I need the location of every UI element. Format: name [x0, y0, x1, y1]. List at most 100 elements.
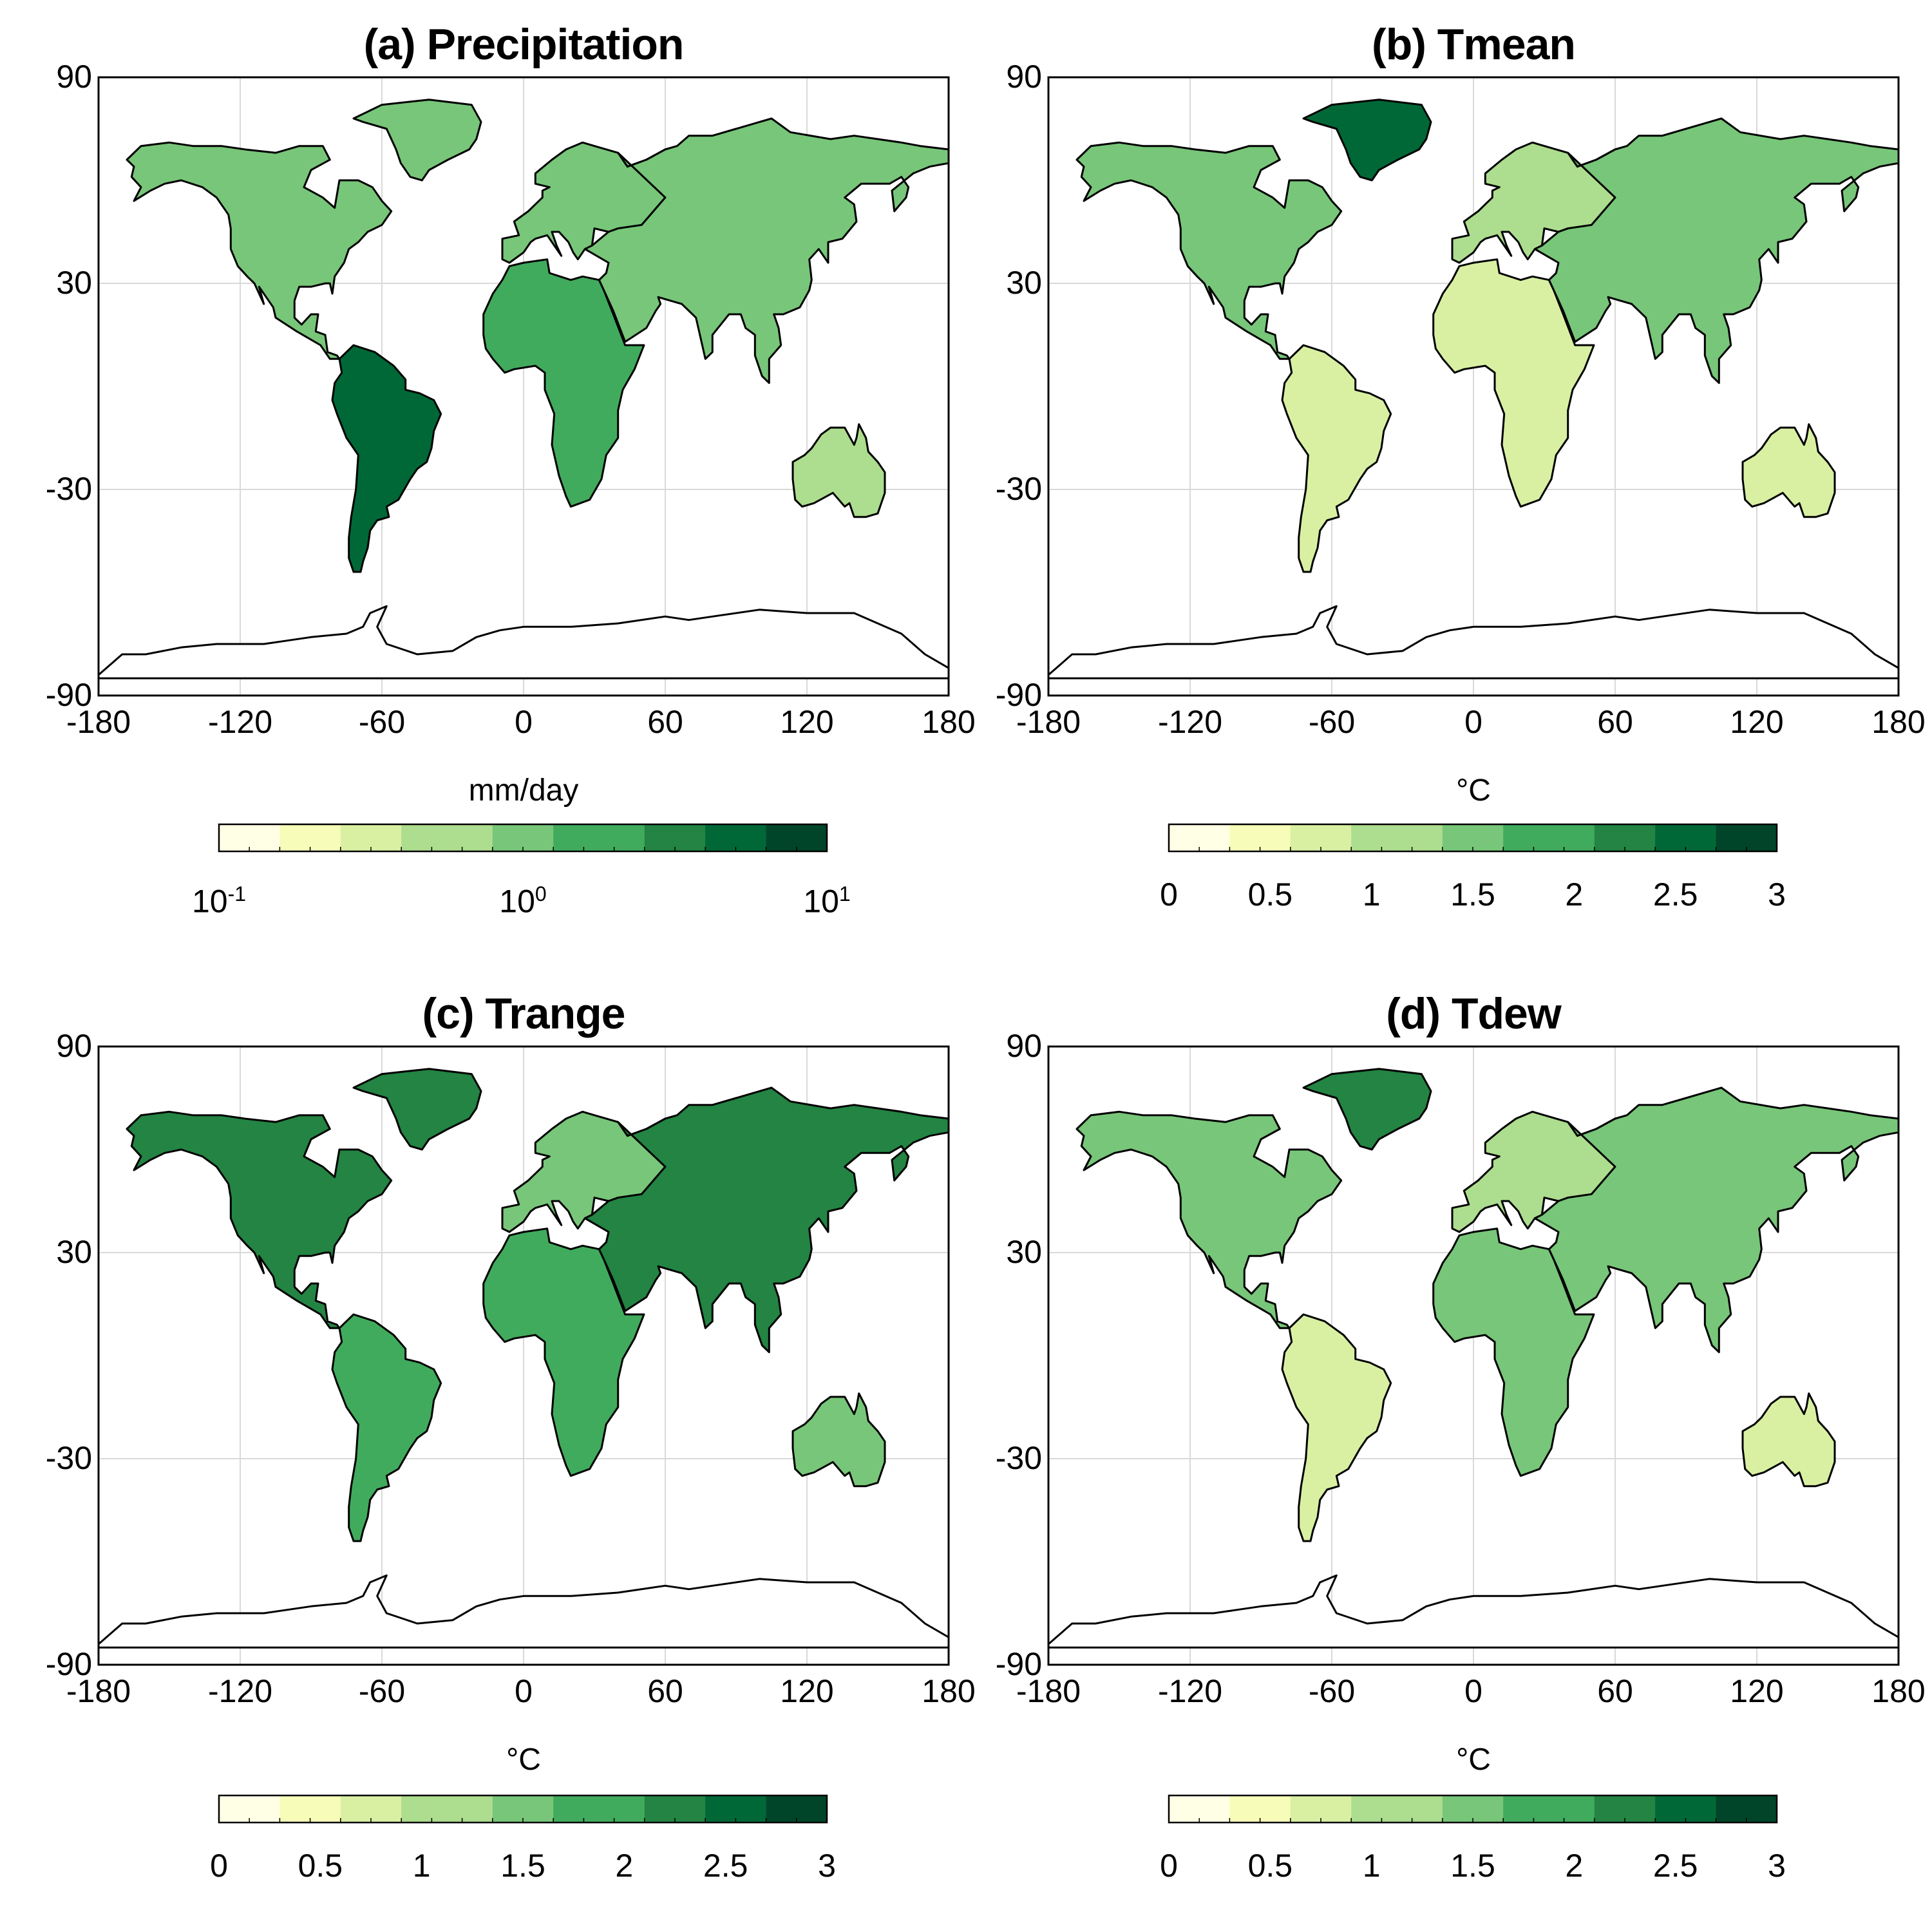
y-tick-label: -90: [995, 677, 1042, 713]
y-tick-label: -30: [995, 471, 1042, 507]
colorbar-segment: [1473, 1795, 1504, 1823]
y-tick-label: -30: [995, 1440, 1042, 1476]
x-tick-label: -180: [66, 1673, 131, 1709]
colorbar-segment: [1412, 824, 1443, 851]
plot-frame: [97, 1045, 950, 1666]
colorbar-segment: [1260, 824, 1291, 851]
colorbar-segment: [766, 1795, 797, 1823]
colorbar-segment: [1685, 1795, 1717, 1823]
x-tick-label: 120: [1730, 704, 1784, 740]
land-asia: [1533, 117, 1900, 384]
x-tick-label: -60: [1308, 704, 1356, 740]
colorbar-segment: [583, 1795, 615, 1823]
colorbar-segment: [1321, 824, 1352, 851]
land-australia: [1741, 1392, 1836, 1488]
colorbar-segment: [1503, 824, 1534, 851]
land-greenland: [352, 99, 482, 182]
colorbar-segment: [219, 1795, 250, 1823]
colorbar-label: °C: [1456, 1743, 1491, 1777]
colorbar-segment: [1594, 1795, 1625, 1823]
plot-frame: [1047, 76, 1900, 697]
panel-title: (a) Precipitation: [363, 20, 685, 69]
colorbar-segment: [492, 824, 524, 851]
plot-frame: [1047, 1045, 1900, 1666]
colorbar-segment: [1685, 824, 1717, 851]
land-south-america: [331, 344, 442, 573]
y-tick-label: 90: [56, 1028, 92, 1064]
colorbar-label: °C: [1456, 773, 1491, 808]
colorbar-segment: [1716, 1795, 1747, 1823]
colorbar-tick: 0.5: [1247, 876, 1293, 913]
x-tick-label: 0: [515, 704, 533, 740]
colorbar-segment: [614, 1795, 645, 1823]
colorbar-tick: 0.5: [298, 1848, 343, 1884]
land-north-america: [1075, 141, 1343, 360]
colorbar-tick: 3: [1768, 1848, 1786, 1884]
colorbar-tick: 2: [615, 1848, 634, 1884]
land-greenland: [1302, 1068, 1432, 1151]
colorbar-segment: [1199, 1795, 1230, 1823]
colorbar-segment: [1290, 1795, 1321, 1823]
colorbar-segment: [1655, 1795, 1686, 1823]
map-plot: [97, 76, 950, 697]
colorbar-segment: [1594, 824, 1625, 851]
x-tick-label: -180: [66, 704, 131, 740]
y-tick-label: 30: [56, 1234, 92, 1270]
colorbar-segment: [431, 824, 463, 851]
x-tick-label: 180: [922, 1673, 976, 1709]
x-tick-label: 60: [1597, 1673, 1633, 1709]
land-antarctica: [1047, 605, 1900, 679]
colorbar-segment: [310, 1795, 341, 1823]
colorbar-tick: 2.5: [1653, 876, 1698, 913]
colorbar-segment: [1169, 1795, 1200, 1823]
colorbar-segment: [401, 1795, 432, 1823]
colorbar-segment: [1351, 1795, 1382, 1823]
colorbar-segment: [1746, 824, 1777, 851]
colorbar-segment: [1442, 1795, 1473, 1823]
colorbar-tick: 1.5: [1450, 1848, 1495, 1884]
land-asia: [583, 117, 950, 384]
land-south-america: [1281, 1313, 1392, 1542]
colorbar-tick: 0: [1160, 1848, 1178, 1884]
panel-title: (d) Tdew: [1386, 989, 1562, 1038]
x-tick-label: -180: [1016, 1673, 1081, 1709]
land-asia: [583, 1086, 950, 1354]
colorbar-frame: [1168, 1794, 1778, 1824]
y-tick-label: 30: [1006, 1234, 1042, 1270]
colorbar: [1168, 1794, 1778, 1824]
colorbar-segment: [1229, 824, 1261, 851]
colorbar-tick: 2: [1565, 1848, 1584, 1884]
y-tick-label: -90: [45, 677, 92, 713]
colorbar-segment: [1381, 1795, 1413, 1823]
colorbar-segment: [1260, 1795, 1291, 1823]
x-tick-label: 0: [515, 1673, 533, 1709]
colorbar-tick: 1.5: [1450, 876, 1495, 913]
y-tick-label: -30: [45, 1440, 92, 1476]
map-plot: [1047, 1045, 1900, 1666]
land-antarctica: [97, 605, 950, 679]
colorbar-segment: [1199, 824, 1230, 851]
colorbar-segment: [371, 1795, 402, 1823]
colorbar-segment: [1503, 1795, 1534, 1823]
colorbar-segment: [1381, 824, 1413, 851]
x-tick-label: 120: [780, 1673, 834, 1709]
colorbar-segment: [1290, 824, 1321, 851]
y-tick-label: -30: [45, 471, 92, 507]
land-australia: [791, 423, 886, 518]
colorbar-segment: [1625, 1795, 1656, 1823]
colorbar-segment: [583, 824, 615, 851]
colorbar-frame: [218, 1794, 828, 1824]
colorbar: [218, 823, 828, 853]
colorbar-segment: [1473, 824, 1504, 851]
x-tick-label: 0: [1464, 704, 1482, 740]
colorbar-frame: [1168, 823, 1778, 853]
colorbar-segment: [1321, 1795, 1352, 1823]
colorbar-tick: 0: [210, 1848, 228, 1884]
panel-title: (c) Trange: [422, 989, 626, 1038]
x-tick-label: -120: [207, 704, 273, 740]
colorbar-segment: [1716, 824, 1747, 851]
colorbar-segment: [249, 824, 280, 851]
land-asia: [1533, 1086, 1900, 1354]
colorbar-segment: [279, 824, 311, 851]
colorbar-segment: [644, 824, 676, 851]
